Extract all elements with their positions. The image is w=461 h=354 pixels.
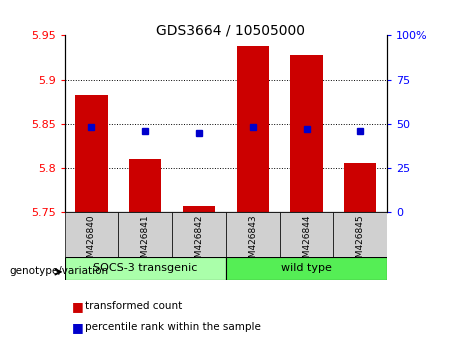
Text: SOCS-3 transgenic: SOCS-3 transgenic xyxy=(93,263,197,273)
Bar xyxy=(172,212,226,257)
Bar xyxy=(75,95,107,212)
Bar xyxy=(65,212,118,257)
Text: GSM426840: GSM426840 xyxy=(87,215,96,269)
Bar xyxy=(226,257,387,280)
Text: GSM426841: GSM426841 xyxy=(141,215,150,269)
Text: GSM426842: GSM426842 xyxy=(195,215,203,269)
Bar xyxy=(333,212,387,257)
Bar xyxy=(236,46,269,212)
Text: GSM426845: GSM426845 xyxy=(356,215,365,269)
Text: percentile rank within the sample: percentile rank within the sample xyxy=(85,322,261,332)
Text: wild type: wild type xyxy=(281,263,332,273)
Bar xyxy=(290,55,323,212)
Text: genotype/variation: genotype/variation xyxy=(9,266,108,276)
Bar xyxy=(226,212,280,257)
Text: GDS3664 / 10505000: GDS3664 / 10505000 xyxy=(156,23,305,37)
Text: GSM426843: GSM426843 xyxy=(248,215,257,269)
Bar xyxy=(344,163,377,212)
Text: GSM426844: GSM426844 xyxy=(302,215,311,269)
Text: ■: ■ xyxy=(71,321,83,334)
Bar xyxy=(183,206,215,212)
Bar xyxy=(129,159,161,212)
Bar xyxy=(118,212,172,257)
Bar xyxy=(65,257,226,280)
Text: transformed count: transformed count xyxy=(85,301,183,311)
Text: ■: ■ xyxy=(71,300,83,313)
Bar xyxy=(280,212,333,257)
